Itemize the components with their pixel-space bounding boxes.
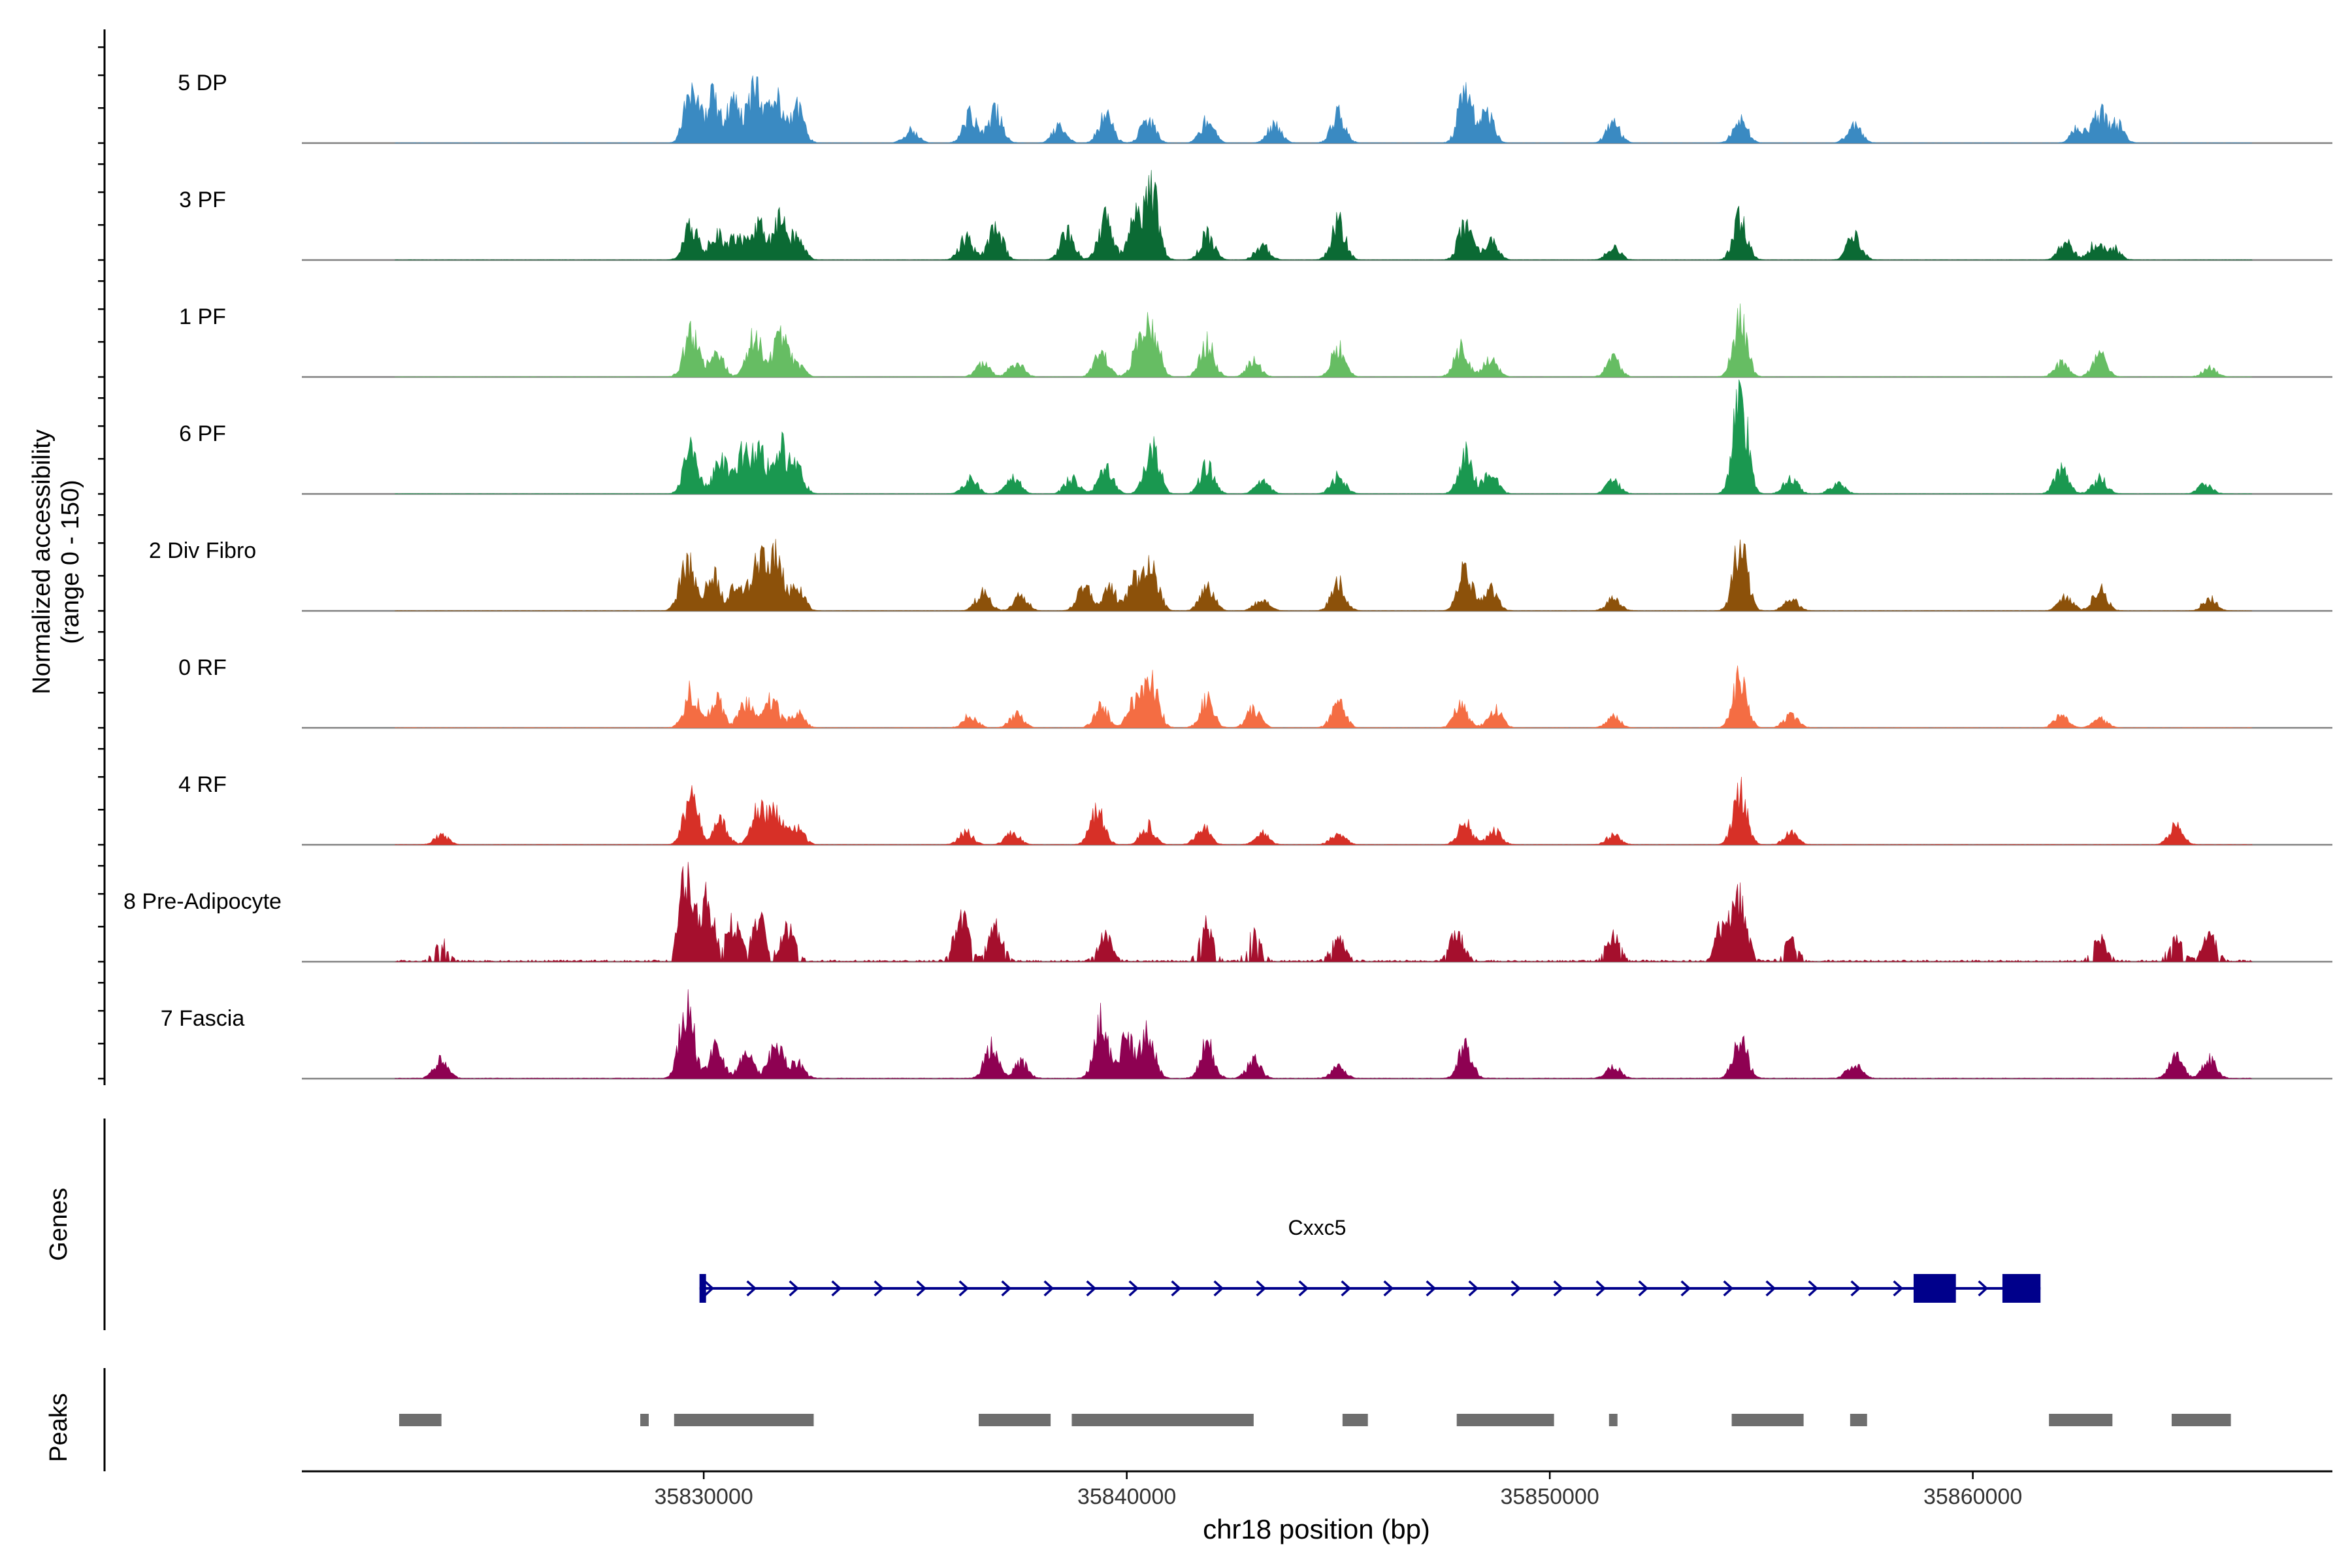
- x-tick-label: 35830000: [654, 1484, 753, 1509]
- strand-arrow: [1171, 1280, 1182, 1297]
- x-tick-label: 35840000: [1077, 1484, 1176, 1509]
- track-label: 6 PF: [179, 421, 226, 446]
- strand-arrow: [1256, 1280, 1267, 1297]
- peak-region: [1731, 1414, 1804, 1426]
- track-7: 4 RF: [178, 772, 2332, 846]
- coverage-area: [395, 538, 2253, 612]
- track-label: 3 PF: [179, 188, 226, 212]
- track-8: 8 Pre-Adipocyte: [123, 862, 2332, 963]
- strand-arrow: [1086, 1280, 1097, 1297]
- strand-arrow: [704, 1280, 715, 1297]
- coverage-area: [395, 303, 2253, 378]
- strand-arrow: [1128, 1280, 1139, 1297]
- peak-region: [640, 1414, 649, 1426]
- track-6: 0 RF: [178, 655, 2332, 729]
- y-axis: [98, 29, 106, 1085]
- track-label: 5 DP: [178, 71, 227, 95]
- x-tick-label: 35860000: [1923, 1484, 2022, 1509]
- peak-region: [979, 1414, 1051, 1426]
- track-label: 7 Fascia: [161, 1006, 245, 1031]
- peak-region: [674, 1414, 814, 1426]
- track-label: 8 Pre-Adipocyte: [123, 889, 282, 914]
- strand-arrow: [1765, 1280, 1776, 1297]
- strand-arrow: [1553, 1280, 1564, 1297]
- coverage-area: [395, 989, 2252, 1079]
- strand-arrow: [1213, 1280, 1224, 1297]
- coverage-area: [395, 379, 2253, 495]
- strand-arrow: [831, 1280, 842, 1297]
- strand-arrow: [789, 1280, 800, 1297]
- peak-region: [1071, 1414, 1254, 1426]
- strand-arrow: [1638, 1280, 1649, 1297]
- strand-arrow: [1043, 1280, 1054, 1297]
- strand-arrow: [1468, 1280, 1479, 1297]
- track-3: 1 PF: [179, 303, 2332, 378]
- x-axis-title: chr18 position (bp): [1203, 1514, 1430, 1544]
- strand-arrow: [1850, 1280, 1861, 1297]
- strand-arrow: [1341, 1280, 1352, 1297]
- coverage-area: [395, 862, 2253, 963]
- strand-arrow: [1893, 1280, 1904, 1297]
- coverage-area: [395, 75, 2253, 144]
- gene-model: Cxxc5: [699, 1216, 2041, 1303]
- strand-arrow: [1001, 1280, 1012, 1297]
- coverage-area: [395, 776, 2253, 845]
- x-tick-label: 35850000: [1500, 1484, 1599, 1509]
- peaks-panel-label: Peaks: [45, 1393, 73, 1462]
- strand-arrow: [1978, 1280, 1989, 1297]
- track-label: 4 RF: [178, 772, 227, 797]
- gene-exon: [1913, 1274, 1956, 1303]
- strand-arrow: [1298, 1280, 1309, 1297]
- track-1: 5 DP: [178, 71, 2332, 144]
- track-label: 2 Div Fibro: [149, 538, 256, 563]
- y-axis-range-label: (range 0 - 150): [57, 480, 84, 644]
- coverage-area: [395, 665, 2253, 728]
- peak-region: [1456, 1414, 1554, 1426]
- strand-arrow: [1723, 1280, 1734, 1297]
- strand-arrow: [746, 1280, 757, 1297]
- strand-arrow: [916, 1280, 927, 1297]
- strand-arrow: [958, 1280, 970, 1297]
- strand-arrow: [1680, 1280, 1691, 1297]
- gene-exon: [699, 1274, 706, 1303]
- strand-arrow: [1426, 1280, 1437, 1297]
- genes-panel-label: Genes: [45, 1188, 73, 1261]
- gene-panel: Cxxc5: [103, 1119, 2041, 1330]
- peak-region: [399, 1414, 442, 1426]
- track-4: 6 PF: [179, 379, 2332, 495]
- track-label: 1 PF: [179, 304, 226, 329]
- track-2: 3 PF: [179, 170, 2332, 261]
- track-label: 0 RF: [178, 655, 227, 680]
- peak-region: [1342, 1414, 1368, 1426]
- peaks-panel: [103, 1368, 2231, 1471]
- peak-region: [1850, 1414, 1867, 1426]
- x-axis: 35830000 35840000 35850000 35860000: [302, 1470, 2332, 1509]
- y-axis-label: Normalized accessibility: [28, 429, 56, 694]
- gene-name-label: Cxxc5: [1288, 1216, 1347, 1239]
- coverage-area: [395, 170, 2253, 261]
- peak-region: [1609, 1414, 1618, 1426]
- peak-region: [2049, 1414, 2113, 1426]
- gene-exon: [2002, 1274, 2041, 1303]
- track-9: 7 Fascia: [161, 989, 2332, 1080]
- strand-arrow: [1808, 1280, 1819, 1297]
- strand-arrow: [1511, 1280, 1522, 1297]
- peak-region: [2171, 1414, 2231, 1426]
- strand-arrow: [1595, 1280, 1607, 1297]
- strand-arrow: [1383, 1280, 1394, 1297]
- coverage-tracks: 5 DP 3 PF 1 PF 6 PF 2 Div Fibro 0 RF 4 RF 8 Pre…: [123, 71, 2332, 1080]
- track-5: 2 Div Fibro: [149, 538, 2332, 612]
- strand-arrow: [874, 1280, 885, 1297]
